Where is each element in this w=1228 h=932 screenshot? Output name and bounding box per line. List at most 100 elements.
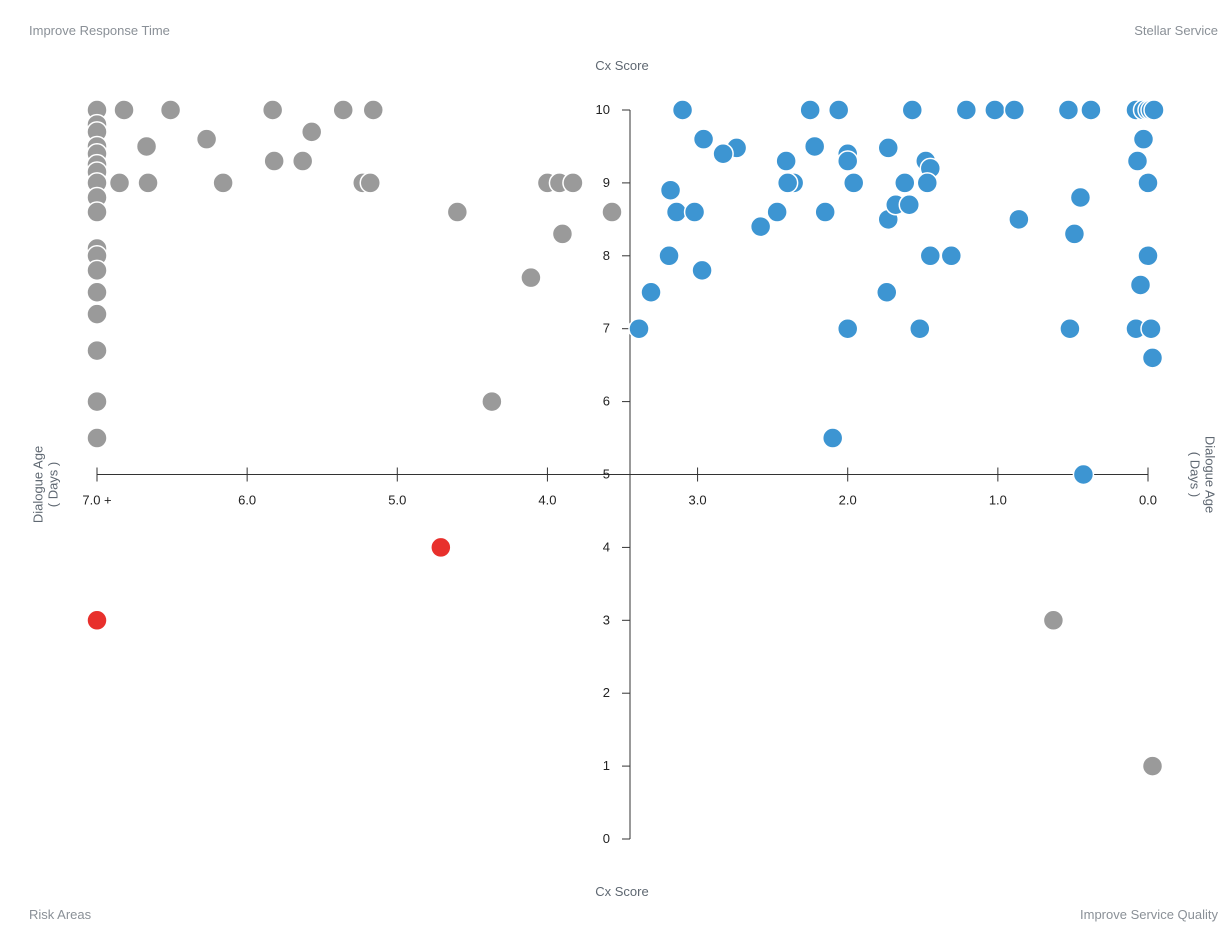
data-point — [1080, 99, 1102, 121]
data-point — [108, 172, 131, 194]
data-point — [901, 99, 924, 121]
data-point — [137, 172, 159, 194]
data-point — [1042, 609, 1065, 632]
data-point — [691, 259, 713, 282]
data-point — [135, 135, 158, 158]
data-point — [1141, 755, 1164, 777]
x-axis-title-line: ( Days ) — [46, 462, 61, 508]
data-point — [814, 201, 836, 223]
data-point — [1126, 150, 1149, 172]
data-point — [291, 150, 314, 172]
data-point — [86, 390, 108, 413]
data-point — [1072, 463, 1095, 486]
y-tick-label: 6 — [603, 394, 610, 409]
quadrant-label-bottom-right: Improve Service Quality — [1080, 907, 1218, 922]
x-tick-label: 7.0 + — [82, 493, 111, 508]
data-point — [749, 215, 772, 238]
x-tick-label: 1.0 — [989, 493, 1007, 508]
data-point — [1141, 347, 1164, 369]
data-point — [916, 172, 939, 194]
data-point — [1069, 186, 1092, 209]
data-point — [562, 172, 584, 194]
y-tick-label: 10 — [596, 102, 610, 117]
data-point — [446, 201, 469, 223]
y-tick-label: 9 — [603, 175, 610, 190]
x-axis-title-left: Dialogue Age( Days ) — [31, 446, 61, 523]
y-axis-title-top: Cx Score — [595, 58, 648, 73]
data-point — [658, 245, 680, 267]
data-point — [821, 427, 844, 449]
y-tick-label: 7 — [603, 321, 610, 336]
data-point — [601, 201, 623, 223]
data-point — [940, 245, 963, 267]
data-point — [955, 99, 978, 121]
data-point — [195, 128, 218, 150]
x-tick-label: 0.0 — [1139, 493, 1157, 508]
axes: 0 1 2 3 4 5 6 7 8 9 10 7.0 + 6.0 5.0 4.0 3.0 2.0 1.0 0.0 — [82, 102, 1157, 846]
data-point — [1132, 128, 1155, 150]
data-point — [898, 194, 921, 216]
data-point — [1008, 208, 1030, 231]
data-point — [86, 201, 108, 223]
x-axis-title-line: Dialogue Age — [31, 446, 46, 523]
data-point — [776, 172, 799, 194]
data-point — [481, 390, 503, 413]
data-point — [261, 99, 284, 121]
data-point — [836, 317, 859, 340]
data-point — [86, 609, 108, 632]
data-point — [1059, 317, 1081, 340]
data-point — [300, 121, 323, 143]
data-point — [842, 172, 865, 194]
y-tick-label: 3 — [603, 612, 610, 627]
data-point — [919, 245, 942, 267]
data-point — [1143, 99, 1165, 121]
data-point — [430, 536, 452, 559]
quadrant-label-top-left: Improve Response Time — [29, 23, 170, 38]
y-tick-label: 2 — [603, 685, 610, 700]
data-point — [671, 99, 694, 121]
data-points — [86, 99, 1165, 777]
data-point — [628, 317, 650, 340]
data-point — [640, 281, 662, 303]
x-tick-label: 4.0 — [538, 493, 556, 508]
y-tick-label: 5 — [603, 467, 610, 482]
quadrant-label-bottom-left: Risk Areas — [29, 907, 92, 922]
data-point — [86, 339, 108, 362]
quadrant-label-top-right: Stellar Service — [1134, 23, 1218, 38]
data-point — [827, 99, 850, 121]
x-tick-label: 3.0 — [689, 493, 707, 508]
data-point — [766, 201, 788, 223]
data-point — [359, 172, 382, 194]
data-point — [551, 223, 574, 245]
y-tick-label: 8 — [603, 248, 610, 263]
data-point — [876, 281, 898, 303]
data-point — [984, 99, 1006, 121]
data-point — [692, 128, 715, 150]
data-point — [212, 172, 234, 194]
data-point — [1129, 274, 1152, 296]
data-point — [86, 281, 108, 303]
data-point — [665, 201, 688, 223]
data-point — [1140, 317, 1162, 340]
data-point — [86, 259, 108, 282]
data-point — [1063, 223, 1086, 245]
x-axis-titles: Dialogue Age( Days ) Dialogue Age( Days ) — [31, 436, 1218, 523]
data-point — [159, 99, 182, 121]
data-point — [1137, 245, 1159, 267]
y-axis-title-bottom: Cx Score — [595, 884, 648, 899]
data-point — [712, 142, 734, 165]
data-point — [362, 99, 385, 121]
y-tick-label: 4 — [603, 539, 610, 554]
data-point — [1003, 99, 1026, 121]
data-point — [86, 427, 108, 449]
data-point — [263, 150, 285, 172]
data-point — [113, 99, 135, 121]
data-point — [659, 179, 682, 201]
data-point — [803, 135, 826, 158]
data-point — [799, 99, 821, 121]
data-point — [836, 150, 859, 172]
data-point — [520, 266, 542, 289]
data-point — [775, 150, 797, 172]
data-point — [1137, 172, 1159, 194]
